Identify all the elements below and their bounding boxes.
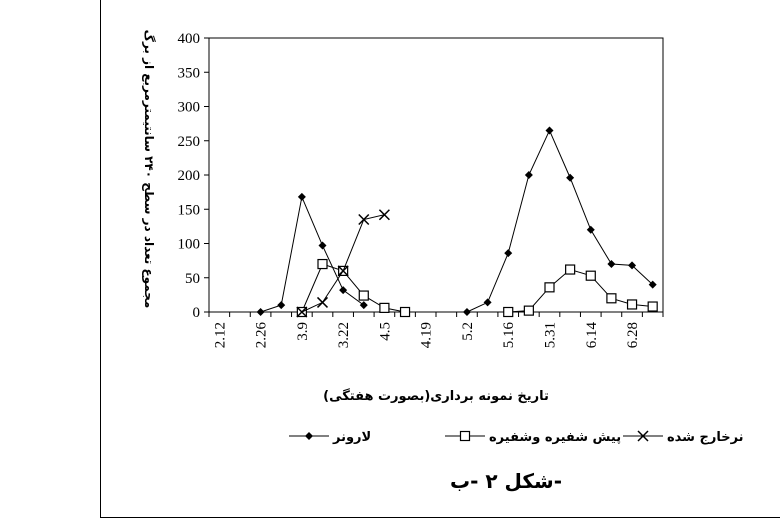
legend-label: پیش شفیره وشفیره (489, 430, 621, 445)
diamond-marker (256, 308, 265, 316)
x-tick-label: 4.5 (377, 322, 393, 341)
diamond-marker (648, 280, 657, 289)
diamond-marker (483, 298, 492, 307)
y-tick-label: 200 (178, 168, 201, 184)
diamond-marker (586, 225, 595, 234)
square-marker (585, 270, 596, 281)
legend: لارونر پیش شفیره وشفیره نرخارج شده (289, 430, 744, 445)
x-tick-label: 3.22 (336, 322, 352, 348)
square-marker (503, 306, 514, 318)
square-marker (544, 282, 555, 293)
x-tick-label: 4.19 (419, 322, 435, 348)
legend-item-2: پیش شفیره وشفیره (445, 430, 621, 445)
y-axis: 0 50 100 150 200 250 300 350 400 (178, 31, 210, 321)
diamond-marker (462, 308, 471, 316)
x-tick-label: 2.12 (212, 322, 228, 348)
diamond-marker (545, 126, 554, 135)
square-marker (565, 264, 576, 275)
square-marker (626, 299, 638, 310)
line-chart: مجموع تعداد در سطح ۲۴۰ سانتیمترمربع از ب… (141, 30, 744, 493)
series-line (260, 195, 365, 313)
x-axis-title: تاریخ نمونه برداری(بصورت هفتگی) (323, 388, 549, 404)
x-tick-label: 2.26 (254, 322, 270, 349)
x-tick-label: 5.16 (501, 322, 517, 349)
series-line (301, 214, 385, 313)
diamond-marker (318, 241, 327, 250)
x-marker (637, 430, 649, 442)
series-2 (296, 258, 658, 318)
diamond-marker (504, 249, 513, 258)
y-tick-label: 300 (178, 100, 201, 116)
diamond-marker (628, 261, 637, 270)
diamond-marker (297, 192, 306, 201)
series-1 (256, 126, 657, 316)
square-marker (647, 301, 658, 312)
x-tick-label: 5.31 (543, 322, 559, 348)
diamond-marker (305, 432, 313, 440)
diamond-marker (359, 301, 368, 310)
y-tick-label: 50 (185, 271, 200, 287)
diamond-marker (277, 301, 286, 310)
series-3 (296, 209, 390, 318)
square-marker (379, 302, 390, 313)
legend-item-1: لارونر (289, 430, 371, 445)
x-tick-label: 6.14 (584, 322, 600, 349)
x-tick-label: 5.2 (460, 322, 476, 341)
square-marker (317, 258, 328, 270)
x-marker (378, 209, 390, 221)
x-marker (337, 265, 349, 277)
figure-frame: مجموع تعداد در سطح ۲۴۰ سانتیمترمربع از ب… (100, 0, 780, 518)
series-line (466, 129, 654, 313)
plot-area (208, 37, 664, 318)
square-marker (523, 305, 534, 316)
y-tick-label: 100 (178, 237, 201, 253)
x-tick-label: 6.28 (625, 322, 641, 348)
square-marker (606, 293, 617, 304)
x-tick-label: 3.9 (295, 322, 311, 341)
y-axis-title-group: مجموع تعداد در سطح ۲۴۰ سانتیمترمربع از ب… (141, 30, 157, 309)
diamond-marker (607, 260, 616, 269)
x-marker (358, 213, 370, 226)
legend-label: لارونر (332, 430, 371, 445)
legend-label: نرخارج شده (667, 430, 744, 445)
y-tick-label: 250 (178, 134, 201, 150)
x-axis: 2.12 2.26 3.9 3.22 4.5 4.19 5.2 5.16 5.31 6.14 6.2… (208, 312, 664, 349)
y-tick-label: 150 (178, 202, 201, 218)
diamond-marker (566, 173, 575, 182)
y-axis-title: مجموع تعداد در سطح ۲۴۰ سانتیمترمربع از ب… (141, 30, 157, 309)
y-tick-label: 350 (178, 65, 201, 81)
y-tick-label: 0 (193, 305, 201, 321)
square-marker (358, 290, 369, 301)
y-tick-label: 400 (178, 31, 201, 47)
diamond-marker (339, 286, 348, 295)
diamond-marker (524, 171, 533, 179)
figure-caption: شکل ۲ -ب- (450, 469, 562, 493)
square-marker (399, 306, 411, 318)
legend-item-3: نرخارج شده (623, 430, 744, 445)
x-marker (296, 306, 308, 318)
x-marker (316, 296, 329, 308)
square-marker (459, 430, 471, 442)
